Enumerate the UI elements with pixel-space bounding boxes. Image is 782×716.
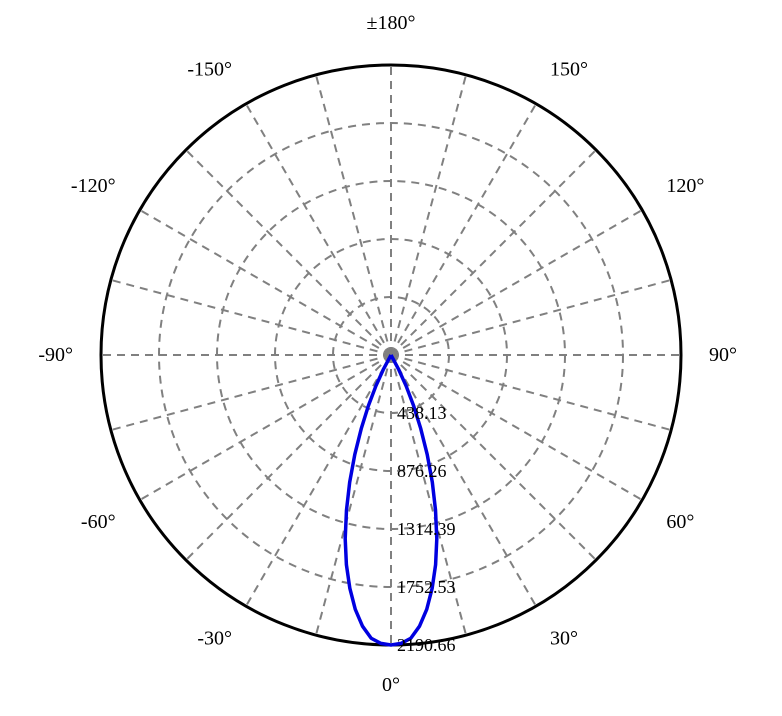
angle-label: 150°: [550, 59, 588, 81]
angle-label: 0°: [382, 674, 400, 696]
angle-label: -90°: [38, 344, 73, 366]
angle-label: ±180°: [367, 12, 416, 34]
angle-label: -120°: [71, 175, 116, 197]
angle-label: -60°: [81, 511, 116, 533]
radial-label: 438.13: [397, 403, 447, 423]
radial-label: 876.26: [397, 461, 447, 481]
angle-label: 90°: [709, 344, 737, 366]
radial-label: 1752.53: [397, 577, 456, 597]
angle-label: -30°: [197, 627, 232, 649]
radial-label: 1314.39: [397, 519, 456, 539]
radial-label: 2190.66: [397, 635, 456, 655]
polar-chart: 438.13 876.26 1314.39 1752.53 2190.66 0° 30° 60…: [0, 0, 782, 716]
angle-label: 30°: [550, 627, 578, 649]
angle-label: -150°: [187, 59, 232, 81]
angle-label: 120°: [666, 175, 704, 197]
angle-label: 60°: [666, 511, 694, 533]
